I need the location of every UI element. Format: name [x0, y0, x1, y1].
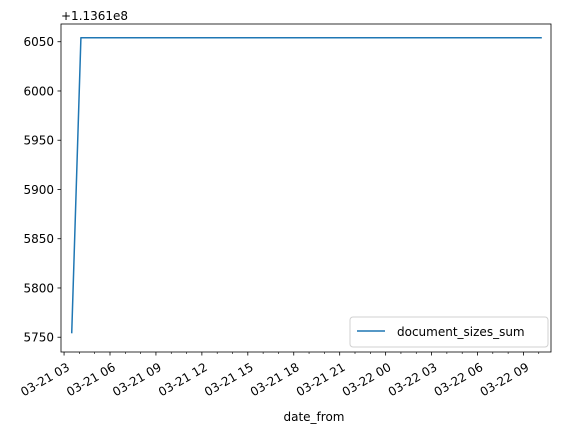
y-tick-label: 5750: [23, 331, 54, 345]
y-offset-label: +1.1361e8: [61, 9, 128, 23]
x-axis-label: date_from: [284, 410, 345, 424]
y-tick-label: 5850: [23, 232, 54, 246]
legend-box: [349, 316, 549, 348]
y-tick-label: 6050: [23, 35, 54, 49]
y-tick-label: 5950: [23, 134, 54, 148]
plot-area: [70, 37, 542, 334]
legend: document_sizes_sum: [349, 316, 549, 348]
y-tick-label: 5800: [23, 281, 54, 295]
legend-label-document-sizes-sum: document_sizes_sum: [397, 325, 525, 339]
series-line-document-sizes-sum: [70, 37, 542, 334]
plot-frame: [60, 23, 552, 353]
y-tick-label: 6000: [23, 84, 54, 98]
y-tick-label: 5900: [23, 183, 54, 197]
